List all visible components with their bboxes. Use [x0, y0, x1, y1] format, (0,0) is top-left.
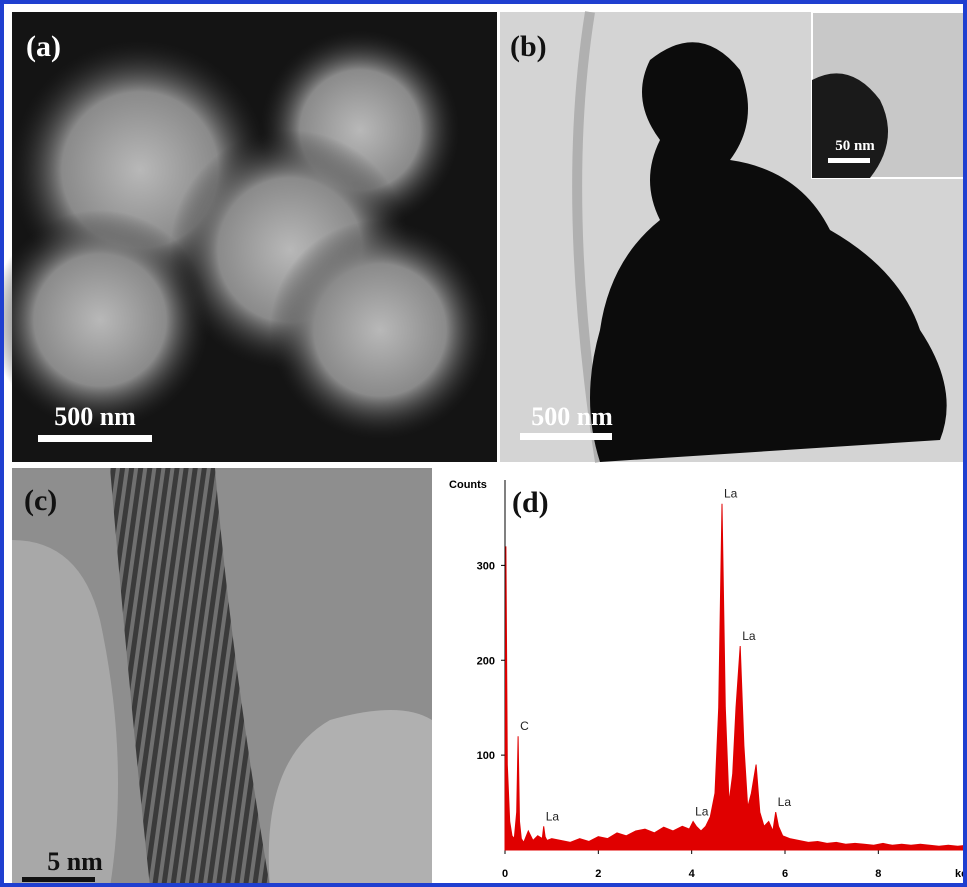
peak-label: La — [778, 795, 792, 809]
x-tick-label: 4 — [689, 868, 696, 880]
y-tick-label: 200 — [477, 655, 495, 667]
spectrum — [505, 504, 967, 850]
inset-scale-label: 50 nm — [835, 138, 875, 154]
peak-label: La — [742, 629, 756, 643]
scale-bar — [22, 877, 95, 882]
y-tick-label: 300 — [477, 560, 495, 572]
panel-label: (c) — [24, 484, 57, 517]
inset-scale-bar — [828, 158, 870, 163]
scale-label: 5 nm — [47, 847, 103, 876]
peak-label: La — [546, 809, 560, 823]
x-tick-label: 6 — [782, 868, 788, 880]
peak-label: C — [520, 719, 529, 733]
panel-label: (a) — [26, 30, 61, 63]
x-tick-label: 8 — [875, 868, 881, 880]
peak-label: La — [724, 487, 738, 501]
figure: (a) 500 nm 50 nm (b) 500 nm (c) 5 nm (d)… — [0, 0, 967, 887]
panel-label: (d) — [512, 486, 549, 519]
x-tick-label: 0 — [502, 868, 508, 880]
scale-bar — [38, 435, 152, 442]
scale-label: 500 nm — [54, 402, 136, 431]
scale-bar — [520, 433, 612, 440]
chart: 10020030002468CountskeVCLaLaLaLaLa — [449, 479, 967, 880]
y-tick-label: 100 — [477, 750, 495, 762]
scale-label: 500 nm — [531, 402, 613, 431]
panel-label: (b) — [510, 30, 547, 63]
y-axis-label: Counts — [449, 479, 487, 491]
x-tick-label: 2 — [595, 868, 601, 880]
peak-label: La — [695, 805, 709, 819]
